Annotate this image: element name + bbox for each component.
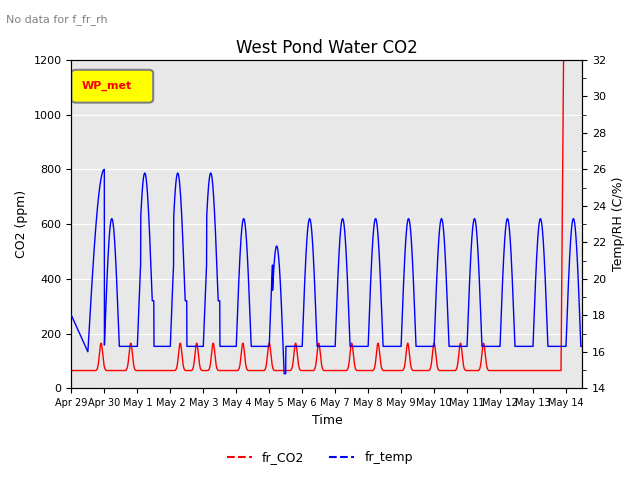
Text: WP_met: WP_met — [82, 81, 132, 91]
Legend: fr_CO2, fr_temp: fr_CO2, fr_temp — [222, 446, 418, 469]
X-axis label: Time: Time — [312, 414, 342, 427]
Text: No data for f_fr_rh: No data for f_fr_rh — [6, 14, 108, 25]
Title: West Pond Water CO2: West Pond Water CO2 — [236, 39, 418, 57]
Y-axis label: CO2 (ppm): CO2 (ppm) — [15, 190, 28, 258]
Y-axis label: Temp/RH (C/%): Temp/RH (C/%) — [612, 177, 625, 271]
FancyBboxPatch shape — [72, 70, 153, 103]
